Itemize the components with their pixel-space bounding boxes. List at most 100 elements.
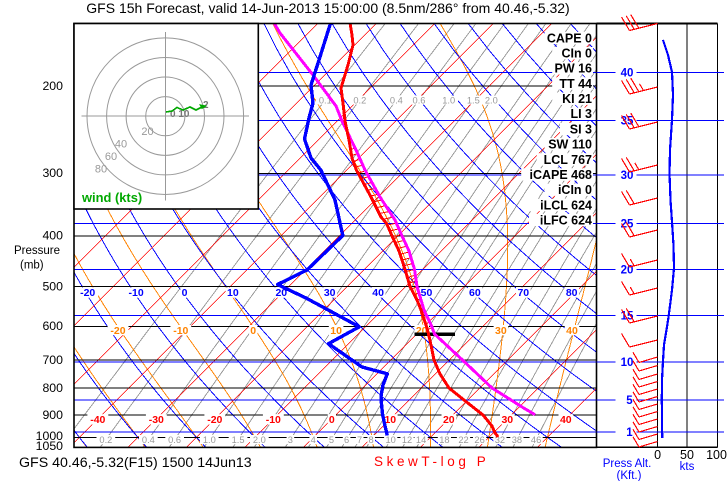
- svg-text:0: 0: [329, 414, 335, 426]
- svg-text:CAPE 0: CAPE 0: [547, 31, 592, 45]
- svg-text:CIn 0: CIn 0: [561, 47, 592, 61]
- svg-text:-10: -10: [129, 287, 144, 299]
- svg-text:0 10: 0 10: [170, 109, 190, 120]
- svg-text:SI 3: SI 3: [570, 122, 592, 136]
- svg-text:2.0: 2.0: [253, 435, 266, 445]
- svg-text:200: 200: [42, 79, 63, 93]
- svg-text:400: 400: [42, 229, 63, 243]
- svg-text:70: 70: [517, 287, 529, 299]
- svg-text:iLFC 624: iLFC 624: [540, 213, 592, 227]
- svg-text:0.4: 0.4: [142, 435, 155, 445]
- svg-text:3: 3: [288, 435, 293, 445]
- svg-text:SkewT-log P: SkewT-log P: [374, 454, 489, 469]
- svg-text:LI 3: LI 3: [570, 107, 592, 121]
- svg-text:-10: -10: [266, 414, 281, 426]
- svg-text:50: 50: [680, 448, 694, 462]
- svg-text:30: 30: [501, 414, 513, 426]
- svg-text:10: 10: [621, 357, 634, 369]
- svg-text:46: 46: [531, 435, 541, 445]
- svg-text:60: 60: [469, 287, 481, 299]
- svg-text:0.2: 0.2: [99, 435, 112, 445]
- svg-text:1.5: 1.5: [232, 435, 245, 445]
- svg-text:5: 5: [626, 395, 633, 407]
- svg-text:40: 40: [115, 138, 127, 150]
- svg-text:10: 10: [330, 325, 342, 337]
- svg-text:32: 32: [495, 435, 505, 445]
- svg-text:0.4: 0.4: [390, 95, 403, 105]
- svg-text:0: 0: [654, 448, 661, 462]
- svg-text:iLCL 624: iLCL 624: [540, 198, 592, 212]
- svg-text:30: 30: [324, 287, 336, 299]
- svg-text:(Kft.): (Kft.): [617, 470, 642, 481]
- svg-text:0: 0: [182, 287, 188, 299]
- svg-text:1000: 1000: [36, 429, 64, 443]
- svg-text:40: 40: [372, 287, 384, 299]
- svg-text:800: 800: [42, 381, 63, 395]
- svg-text:GFS 15h Forecast, valid 14-Jun: GFS 15h Forecast, valid 14-Jun-2013 15:0…: [86, 0, 569, 16]
- svg-text:80: 80: [566, 287, 578, 299]
- svg-text:1: 1: [626, 427, 633, 439]
- svg-text:30: 30: [621, 170, 634, 182]
- svg-text:PW 16: PW 16: [554, 62, 592, 76]
- svg-text:10: 10: [384, 414, 396, 426]
- svg-text:900: 900: [42, 408, 63, 422]
- svg-text:KI 21: KI 21: [562, 92, 592, 106]
- svg-text:iCIn 0: iCIn 0: [558, 183, 592, 197]
- svg-text:0: 0: [250, 325, 256, 337]
- svg-text:80: 80: [95, 163, 107, 175]
- svg-text:0.1: 0.1: [319, 95, 332, 105]
- svg-text:18: 18: [439, 435, 449, 445]
- svg-text:1.0: 1.0: [442, 95, 455, 105]
- svg-text:300: 300: [42, 166, 63, 180]
- svg-text:12: 12: [402, 435, 412, 445]
- svg-text:40: 40: [621, 68, 634, 80]
- svg-text:40: 40: [566, 325, 578, 337]
- svg-text:kts: kts: [680, 461, 695, 473]
- svg-text:14: 14: [416, 435, 426, 445]
- svg-text:35: 35: [621, 116, 634, 128]
- svg-text:4: 4: [311, 435, 316, 445]
- svg-text:LCL 767: LCL 767: [544, 153, 592, 167]
- svg-text:1.0: 1.0: [203, 435, 216, 445]
- svg-text:60: 60: [105, 151, 117, 163]
- svg-text:0.2: 0.2: [353, 95, 366, 105]
- svg-text:-20: -20: [110, 325, 125, 337]
- svg-text:20: 20: [416, 325, 428, 337]
- svg-text:5: 5: [329, 435, 334, 445]
- svg-text:wind (kts): wind (kts): [81, 190, 142, 205]
- svg-text:100: 100: [706, 448, 727, 462]
- svg-text:-20: -20: [207, 414, 222, 426]
- svg-text:600: 600: [42, 319, 63, 333]
- svg-text:-20: -20: [80, 287, 95, 299]
- svg-text:Press Alt.: Press Alt.: [603, 458, 652, 470]
- svg-text:TT 44: TT 44: [559, 77, 592, 91]
- svg-text:GFS 40.46,-5.32(F15) 1500 14Ju: GFS 40.46,-5.32(F15) 1500 14Jun13: [19, 455, 252, 471]
- svg-text:7: 7: [357, 435, 362, 445]
- svg-text:8: 8: [369, 435, 374, 445]
- svg-text:22: 22: [458, 435, 468, 445]
- svg-text:SW 110: SW 110: [548, 138, 592, 152]
- svg-text:2.0: 2.0: [485, 95, 498, 105]
- svg-text:6: 6: [344, 435, 349, 445]
- svg-text:iCAPE 468: iCAPE 468: [529, 168, 592, 182]
- svg-text:10: 10: [227, 287, 239, 299]
- svg-text:20: 20: [275, 287, 287, 299]
- svg-text:-30: -30: [149, 414, 164, 426]
- svg-text:50: 50: [421, 287, 433, 299]
- svg-text:-40: -40: [90, 414, 105, 426]
- svg-text:1050: 1050: [36, 439, 64, 453]
- svg-text:-10: -10: [173, 325, 188, 337]
- svg-text:38: 38: [512, 435, 522, 445]
- svg-text:700: 700: [42, 353, 63, 367]
- svg-text:30: 30: [495, 325, 507, 337]
- svg-text:Pressure: Pressure: [14, 245, 60, 257]
- svg-text:26: 26: [474, 435, 484, 445]
- svg-text:500: 500: [42, 279, 63, 293]
- svg-text:0.6: 0.6: [168, 435, 181, 445]
- svg-text:20: 20: [141, 126, 153, 138]
- svg-text:1.5: 1.5: [467, 95, 480, 105]
- svg-text:10: 10: [386, 435, 396, 445]
- svg-text:20: 20: [443, 414, 455, 426]
- svg-text:0.6: 0.6: [413, 95, 426, 105]
- svg-text:40: 40: [560, 414, 572, 426]
